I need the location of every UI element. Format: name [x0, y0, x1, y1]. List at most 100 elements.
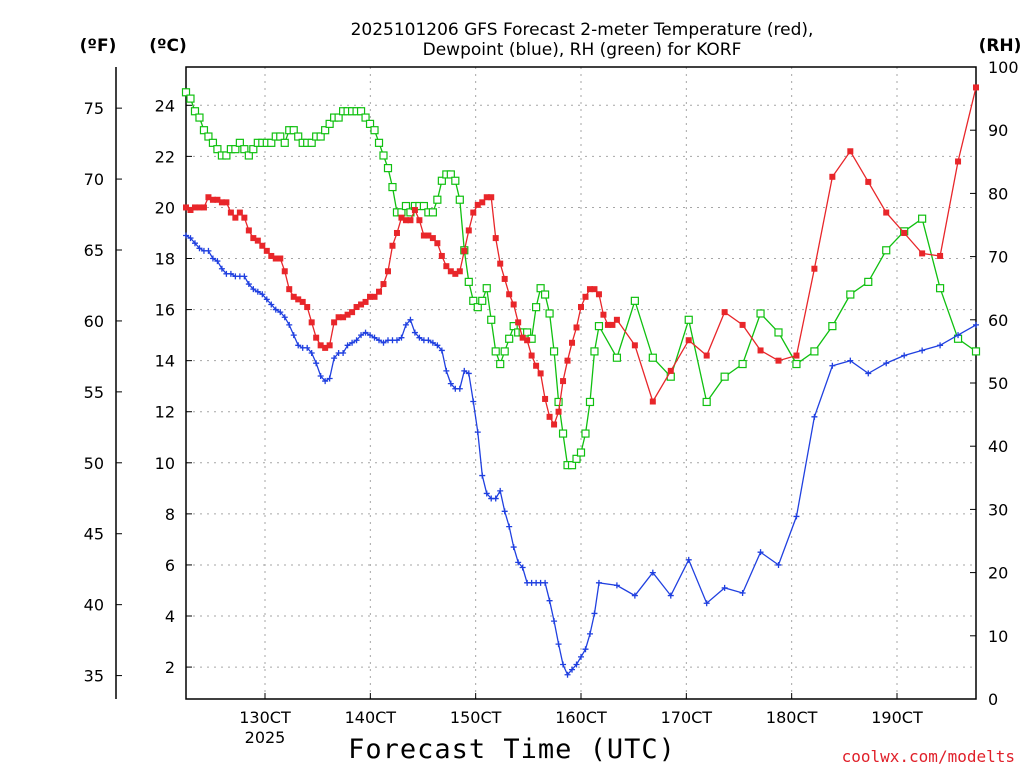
temperature-point: [259, 242, 266, 249]
dewpoint-point: [937, 342, 944, 349]
temperature-point: [703, 352, 710, 359]
dewpoint-point: [649, 569, 656, 576]
temperature-point: [398, 214, 405, 221]
dewpoint-point: [250, 286, 257, 293]
temperature-point: [376, 288, 383, 295]
dewpoint-point: [703, 600, 710, 607]
rh-point: [496, 359, 505, 369]
dewpoint-point: [483, 490, 490, 497]
dewpoint-point: [546, 597, 553, 604]
temperature-point: [470, 209, 477, 216]
time-tick-label: 150CT: [450, 708, 502, 727]
dewpoint-point: [241, 273, 248, 280]
temperature-point: [384, 268, 391, 275]
dewpoint-point: [497, 487, 504, 494]
temperature-point: [465, 227, 472, 234]
fahrenheit-tick-label: 75: [84, 99, 104, 118]
time-tick-label: 160CT: [555, 708, 607, 727]
fahrenheit-tick-label: 70: [84, 170, 104, 189]
rh-point: [361, 113, 370, 122]
temperature-point: [847, 148, 854, 155]
temperature-point: [447, 268, 454, 275]
dewpoint-point: [263, 296, 270, 303]
temperature-point: [474, 201, 481, 208]
rh-point: [478, 296, 487, 305]
rh-point: [388, 182, 397, 192]
rh-point: [545, 309, 554, 318]
temperature-point: [295, 296, 302, 303]
temperature-point: [483, 194, 490, 201]
rh-point: [365, 119, 375, 128]
dewpoint-point: [353, 337, 360, 344]
dewpoint-point: [205, 247, 212, 254]
rh-point: [433, 195, 442, 204]
year-label: 2025: [245, 728, 286, 747]
celsius-tick-label: 2: [165, 658, 175, 677]
rh-point: [370, 126, 379, 135]
dewpoint-point: [775, 561, 782, 568]
temperature-point: [591, 286, 598, 293]
rh-point: [383, 164, 393, 173]
temperature-point: [973, 84, 979, 91]
series: [181, 84, 981, 678]
dewpoint-point: [322, 378, 329, 385]
time-tick-label: 170CT: [661, 708, 713, 727]
temperature-point: [685, 337, 692, 344]
temperature-point: [955, 158, 962, 165]
temperature-point: [452, 270, 459, 277]
dewpoint-point: [380, 339, 387, 346]
dewpoint-point: [183, 232, 189, 239]
rh-point: [379, 151, 388, 160]
dewpoint-point: [595, 579, 602, 586]
dewpoint-point: [847, 357, 854, 364]
dewpoint-point: [227, 270, 234, 277]
dewpoint-point: [739, 590, 746, 597]
temperature-point: [358, 301, 365, 308]
temperature-point: [393, 229, 400, 236]
temperature-point: [901, 229, 908, 236]
dewpoint-point: [955, 332, 962, 339]
rh-point: [774, 328, 783, 337]
temperature-point: [349, 309, 356, 316]
rh-point: [590, 347, 599, 356]
temperature-point: [811, 265, 818, 272]
fahrenheit-tick-label: 55: [84, 383, 104, 402]
dewpoint-point: [272, 306, 279, 313]
time-tick-label: 140CT: [345, 708, 397, 727]
x-axis-label: Forecast Time (UTC): [348, 734, 676, 765]
temperature-point: [578, 304, 584, 311]
dewpoint-point: [447, 380, 454, 387]
rh-point: [738, 359, 747, 369]
dewpoint-point: [438, 347, 445, 354]
dewpoint-point: [196, 245, 203, 252]
temperature-point: [250, 235, 257, 242]
credit-link[interactable]: coolwx.com/modelts: [842, 747, 1015, 766]
dewpoint-point: [613, 582, 620, 589]
dewpoint-point: [259, 291, 266, 298]
rh-point: [509, 322, 518, 331]
temperature-point: [829, 173, 836, 180]
rh-point: [581, 429, 590, 438]
temperature-point: [196, 204, 203, 211]
temperature-point: [420, 232, 427, 239]
temperature-point: [425, 232, 432, 239]
dewpoint-point: [492, 495, 499, 502]
celsius-tick-label: 8: [165, 505, 175, 524]
rh-point: [612, 353, 622, 362]
rh-point: [289, 126, 298, 135]
temperature-point: [223, 199, 230, 206]
dewpoint-point: [591, 610, 598, 617]
dewpoint-point: [218, 265, 225, 272]
rh-point: [213, 145, 222, 154]
temperature-point: [281, 268, 288, 275]
dewpoint-point: [586, 630, 593, 637]
rh-point: [585, 397, 595, 407]
temperature-point: [506, 291, 513, 298]
temperature-point: [389, 242, 396, 249]
temperature-point: [739, 321, 746, 328]
rh-point: [630, 296, 639, 305]
temperature-point: [492, 235, 499, 242]
temperature-point: [564, 357, 571, 364]
